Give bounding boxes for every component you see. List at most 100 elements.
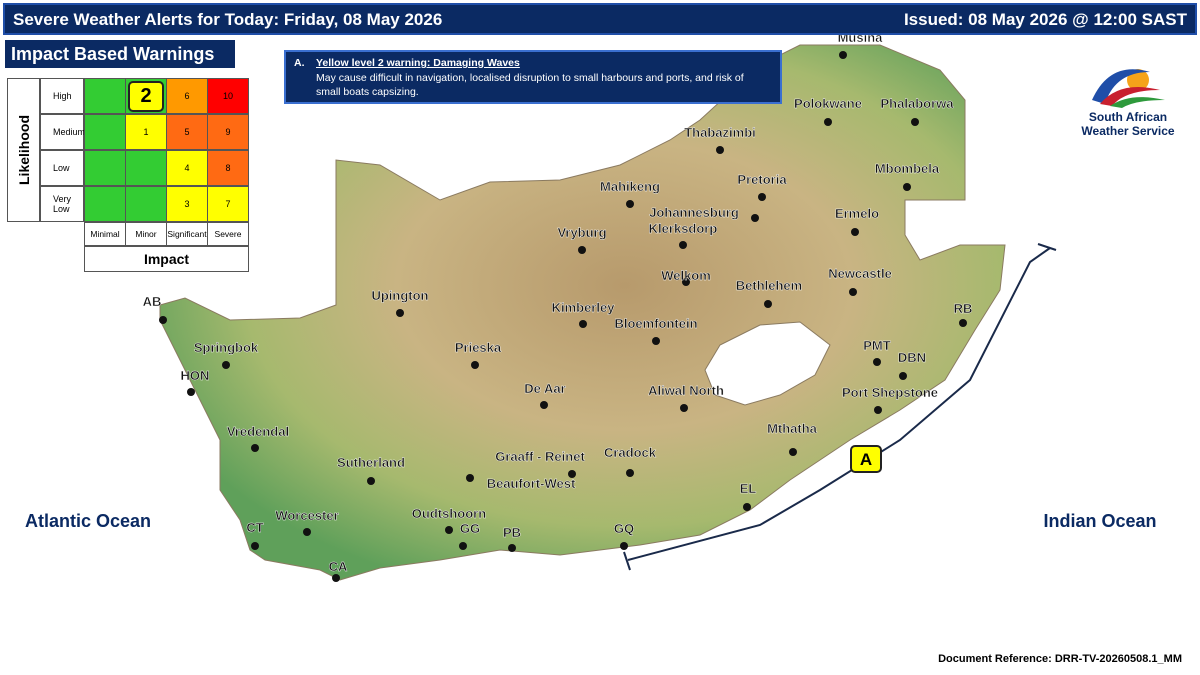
place-label: PMT <box>863 338 891 353</box>
corner <box>7 222 84 246</box>
cell-level: 9 <box>225 127 231 137</box>
place-label: Beaufort-West <box>487 476 576 491</box>
place-label: Mthatha <box>767 421 818 436</box>
cell-level: 3 <box>184 199 190 209</box>
place-label: Polokwane <box>794 96 862 111</box>
warning-letter: A. <box>294 57 305 69</box>
column-label: Minor <box>125 222 167 246</box>
matrix-cell <box>84 150 126 186</box>
place-dot <box>251 542 259 550</box>
zone-end <box>1037 243 1057 251</box>
matrix-cell: 4 <box>166 150 208 186</box>
place-label: Welkom <box>661 268 711 283</box>
place-dot <box>508 544 516 552</box>
place-label: Vryburg <box>557 225 606 240</box>
place-label: Ermelo <box>835 206 879 221</box>
row-label: Medium <box>40 114 85 150</box>
warning-zone-line <box>627 247 1051 561</box>
row-label: Low <box>40 150 84 186</box>
matrix-cell <box>125 186 167 222</box>
header-issued: Issued: 08 May 2026 @ 12:00 SAST <box>903 10 1187 29</box>
place-label: Newcastle <box>828 266 892 281</box>
logo-mark <box>1110 97 1165 108</box>
place-label: Port Shepstone <box>842 385 938 400</box>
warning-title: Yellow level 2 warning: Damaging Waves <box>316 57 520 69</box>
place-label: Johannesburg <box>649 205 739 220</box>
place-dot <box>568 470 576 478</box>
matrix-cell: 7 <box>207 186 249 222</box>
place-label: CA <box>329 559 348 574</box>
place-dot <box>445 526 453 534</box>
place-label: Worcester <box>275 508 338 523</box>
matrix-cell <box>125 150 167 186</box>
matrix-title: Impact Based Warnings <box>5 40 235 68</box>
cell-level: 2 <box>128 80 164 112</box>
place-dot <box>874 406 882 414</box>
place-label: Graaff - Reinet <box>495 449 585 464</box>
matrix-cell: 9 <box>207 114 249 150</box>
place-label: Mbombela <box>875 161 940 176</box>
place-dot <box>579 320 587 328</box>
place-dot <box>682 278 690 286</box>
place-dot <box>903 183 911 191</box>
place-label: Aliwal North <box>648 383 724 398</box>
place-label: Oudtshoorn <box>412 506 486 521</box>
place-dot <box>332 574 340 582</box>
footer: Document Reference: DRR-TV-20260508.1_MM <box>938 653 1182 665</box>
place-dot <box>851 228 859 236</box>
place-dot <box>222 361 230 369</box>
place-label: AB <box>143 294 162 309</box>
place-label: PB <box>503 525 521 540</box>
place-dot <box>466 474 474 482</box>
cell-level: 7 <box>225 199 231 209</box>
place-dot <box>578 246 586 254</box>
matrix-cell: 1 <box>125 114 167 150</box>
place-dot <box>251 444 259 452</box>
place-dot <box>764 300 772 308</box>
matrix-cell: 10 <box>207 78 249 114</box>
place-dot <box>743 503 751 511</box>
place-dot <box>899 372 907 380</box>
place-dot <box>751 214 759 222</box>
matrix-cell: 3 <box>166 186 208 222</box>
cell-level: 6 <box>184 91 190 101</box>
risk-matrix: Likelihood Impact High 2 6 10 Medium 1 5 9 Low 4 8… <box>7 78 249 272</box>
place-dot <box>187 388 195 396</box>
place-label: Springbok <box>194 340 259 355</box>
place-dot <box>679 241 687 249</box>
place-dot <box>758 193 766 201</box>
logo-text: South African <box>1089 110 1167 124</box>
place-label: EL <box>740 481 757 496</box>
place-dot <box>626 200 634 208</box>
zone-label: A <box>860 450 872 469</box>
place-label: CT <box>246 520 263 535</box>
place-dot <box>396 309 404 317</box>
place-dot <box>849 288 857 296</box>
logo-mark <box>1092 69 1150 104</box>
place-label: Kimberley <box>552 300 616 315</box>
place-dot <box>652 337 660 345</box>
place-dot <box>540 401 548 409</box>
ocean-label: Indian Ocean <box>1043 511 1156 531</box>
place-dot <box>789 448 797 456</box>
place-dot <box>303 528 311 536</box>
place-label: RB <box>954 301 973 316</box>
matrix-cell <box>84 114 126 150</box>
place-dot <box>159 316 167 324</box>
matrix-cell <box>84 186 126 222</box>
place-dot <box>911 118 919 126</box>
place-label: HON <box>181 368 210 383</box>
place-label: Klerksdorp <box>649 221 718 236</box>
place-label: Phalaborwa <box>881 96 955 111</box>
place-label: Bethlehem <box>736 278 802 293</box>
place-label: GQ <box>614 521 634 536</box>
matrix-cell: 6 <box>166 78 208 114</box>
place-label: Vredendal <box>227 424 289 439</box>
place-dot <box>626 469 634 477</box>
y-label: Likelihood <box>15 115 32 185</box>
lesotho <box>704 321 831 406</box>
place-dot <box>459 542 467 550</box>
place-label: GG <box>460 521 480 536</box>
header: Severe Weather Alerts for Today: Friday,… <box>3 3 1197 35</box>
